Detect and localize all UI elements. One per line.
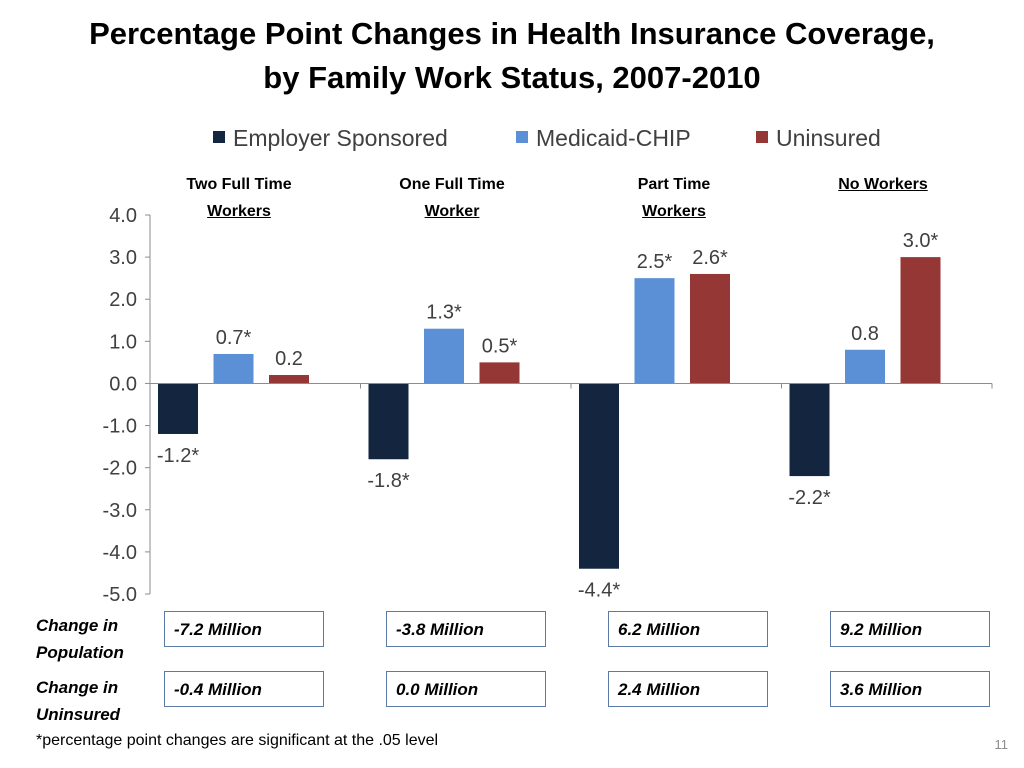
data-label: -2.2*	[788, 487, 830, 509]
legend-label: Employer Sponsored	[233, 125, 448, 151]
group-label-part-time: Part Time Workers	[589, 171, 759, 225]
bar-medicaid-chip	[845, 349, 885, 384]
y-tick-label: 4.0	[109, 205, 137, 227]
bar-employer-sponsored	[368, 383, 409, 460]
y-tick-label: 3.0	[109, 247, 137, 269]
legend-swatch	[756, 131, 768, 143]
data-label: -4.4*	[578, 580, 620, 602]
population-cell: -3.8 Million	[386, 611, 546, 647]
row-label-population: Change in Population	[36, 612, 124, 666]
population-cell: -7.2 Million	[164, 611, 324, 647]
bar-uninsured	[269, 375, 309, 384]
row-label-uninsured: Change in Uninsured	[36, 674, 120, 728]
title-line-1: Percentage Point Changes in Health Insur…	[89, 16, 935, 51]
row-label-line1: Change in	[36, 616, 119, 635]
y-tick-label: -4.0	[103, 542, 137, 564]
data-label: 1.3*	[426, 302, 462, 324]
group-label-line2: No Workers	[838, 176, 928, 193]
data-label: 2.6*	[692, 247, 728, 269]
slide-title: Percentage Point Changes in Health Insur…	[0, 12, 1024, 100]
data-label: 0.2	[275, 348, 303, 370]
data-label: 0.7*	[216, 327, 252, 349]
y-tick-label: 2.0	[109, 289, 137, 311]
group-label-line2: Workers	[207, 203, 271, 220]
row-label-line1: Change in	[36, 678, 119, 697]
bar-medicaid-chip	[213, 353, 254, 384]
legend-label: Medicaid-CHIP	[536, 125, 691, 151]
group-label-line1: One Full Time	[399, 176, 505, 193]
bar-medicaid-chip	[424, 328, 464, 384]
group-label-two-full-time: Two Full Time Workers	[154, 171, 324, 225]
data-label: -1.2*	[157, 445, 199, 467]
group-label-one-full-time: One Full Time Worker	[367, 171, 537, 225]
legend-swatch	[516, 131, 528, 143]
y-tick-label: 0.0	[109, 373, 137, 395]
bar-medicaid-chip	[634, 278, 675, 384]
uninsured-cell: 2.4 Million	[608, 671, 768, 707]
uninsured-cell: 3.6 Million	[830, 671, 990, 707]
row-label-line2: Uninsured	[36, 705, 121, 724]
y-tick-label: 1.0	[109, 331, 137, 353]
group-label-line2: Workers	[642, 203, 706, 220]
group-label-line2: Worker	[424, 203, 480, 220]
y-tick-label: -2.0	[103, 458, 137, 480]
row-label-line2: Population	[36, 643, 124, 662]
bar-chart: Employer Sponsored Medicaid-CHIP Uninsured…	[103, 125, 993, 606]
data-label: 0.5*	[482, 335, 518, 357]
bar-uninsured	[690, 273, 730, 384]
data-label: 3.0*	[903, 230, 939, 252]
group-label-line1: Two Full Time	[186, 176, 292, 193]
slide-number: 11	[994, 737, 1009, 752]
group-label-line1: Part Time	[637, 176, 711, 193]
uninsured-cell: -0.4 Million	[164, 671, 324, 707]
y-tick-label: -1.0	[103, 416, 137, 438]
title-line-2: by Family Work Status, 2007-2010	[263, 60, 761, 95]
uninsured-cell: 0.0 Million	[386, 671, 546, 707]
legend-label: Uninsured	[776, 125, 881, 151]
footnote: *percentage point changes are significan…	[36, 732, 439, 749]
data-label: 0.8	[851, 323, 879, 345]
y-tick-label: -5.0	[103, 584, 137, 606]
population-cell: 9.2 Million	[830, 611, 990, 647]
data-label: 2.5*	[637, 251, 673, 273]
bar-uninsured	[479, 362, 520, 384]
bar-employer-sponsored	[158, 383, 198, 434]
bar-employer-sponsored	[579, 383, 619, 569]
legend-swatch	[213, 131, 225, 143]
bar-employer-sponsored	[789, 383, 830, 477]
y-tick-label: -3.0	[103, 500, 137, 522]
group-label-no-workers: No Workers	[798, 171, 968, 198]
bar-uninsured	[900, 257, 941, 384]
data-label: -1.8*	[367, 470, 409, 492]
population-cell: 6.2 Million	[608, 611, 768, 647]
